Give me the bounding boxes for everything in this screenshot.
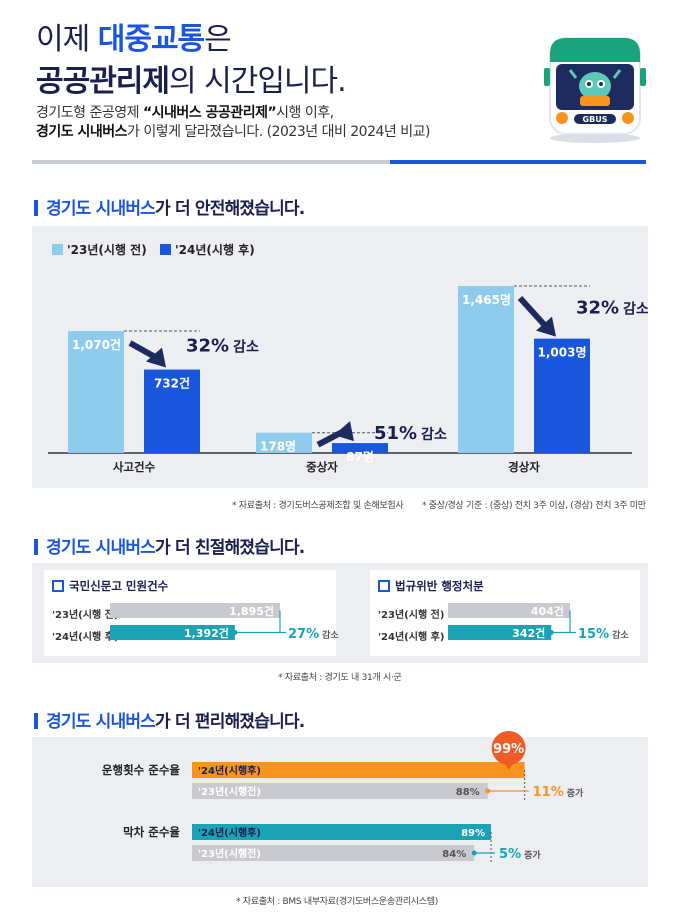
check-icon [52, 580, 64, 592]
section1-heading: 경기도 시내버스가 더 안전해졌습니다. [34, 194, 305, 219]
check-icon [378, 580, 390, 592]
complaints-row-before-label: '23년(시행 전) [52, 610, 119, 621]
category-label-1: 사고건수 [113, 460, 156, 474]
reduction-label-2: 51% 감소 [374, 423, 447, 444]
bar-before-2 [256, 432, 312, 453]
category-label-3: 경상자 [508, 460, 540, 474]
value-label-before-1: 1,070건 [72, 337, 121, 352]
reduction-percent-2: 51% [374, 423, 417, 444]
bar-after-3 [534, 338, 590, 453]
legend-after: '24년(시행 후) [160, 241, 255, 258]
section2-heading: 경기도 시내버스가 더 친절해졌습니다. [34, 533, 305, 558]
complaints-card-title: 국민신문고 민원건수 [52, 578, 168, 594]
section3-note-source: * 자료출처 : BMS 내부자료(경기도버스운송관리시스템) [236, 897, 438, 907]
reduction-arrow-shaft-3 [517, 295, 549, 329]
reduction-word-1: 감소 [233, 338, 259, 355]
section1-note-source: * 자료출처 : 경기도버스공제조합 및 손해보험사 [232, 501, 404, 511]
title-line-1: 이제 대중교통은 [36, 22, 232, 57]
section3-heading: 경기도 시내버스가 더 편리해졌습니다. [34, 707, 305, 732]
value-label-after-3: 1,003명 [538, 346, 587, 360]
reduction-arrow-shaft-1 [128, 340, 158, 361]
reduction-label-1: 32% 감소 [186, 335, 259, 356]
reduction-label-3: 32% 감소 [576, 297, 648, 318]
bus-sign: GBUS [583, 115, 608, 124]
value-label-after-1: 732건 [154, 376, 190, 391]
value-label-before-2: 178명 [260, 440, 296, 454]
bar-after-2 [332, 443, 388, 453]
section3-panel [32, 737, 648, 887]
bar-after-1 [144, 369, 200, 453]
reduction-percent-3: 32% [576, 297, 619, 318]
section2-note-source: * 자료출처 : 경기도 내 31개 시·군 [278, 673, 402, 683]
legend-before: '23년(시행 전) [52, 241, 147, 258]
reduction-word-2: 감소 [421, 426, 447, 443]
bus-illustration: GBUS [544, 37, 646, 143]
violations-card: 법규위반 행정처분 '23년(시행 전) '24년(시행 후) [370, 570, 640, 656]
reduction-percent-1: 32% [186, 335, 229, 356]
violations-row-after-label: '24년(시행 후) [378, 632, 445, 643]
bar-before-3 [458, 285, 514, 453]
violations-row-before-label: '23년(시행 전) [378, 610, 445, 621]
reduction-arrow-head-1 [146, 347, 166, 368]
section1-note-criteria: * 중상/경상 기준 : (중상) 전치 3주 이상, (경상) 전치 3주 미… [422, 501, 646, 511]
reduction-arrow-head-2 [334, 421, 354, 442]
header-divider-accent [390, 160, 646, 164]
value-label-after-2: 87명 [346, 450, 374, 464]
complaints-row-after-label: '24년(시행 후) [52, 632, 119, 643]
reduction-arrow-head-3 [536, 316, 556, 337]
violations-card-title: 법규위반 행정처분 [378, 578, 484, 594]
bar-before-1 [68, 331, 124, 453]
complaints-card: 국민신문고 민원건수 '23년(시행 전) '24년(시행 후) [44, 570, 336, 656]
category-label-2: 중상자 [306, 460, 338, 474]
title-line-2: 공공관리제의 시간입니다. [36, 64, 347, 99]
reduction-word-3: 감소 [623, 300, 648, 317]
header-divider [32, 160, 646, 164]
intro-text: 경기도형 준공영제 “시내버스 공공관리제”시행 이후, 경기도 시내버스가 이… [36, 105, 430, 140]
value-label-before-3: 1,465명 [462, 293, 511, 307]
